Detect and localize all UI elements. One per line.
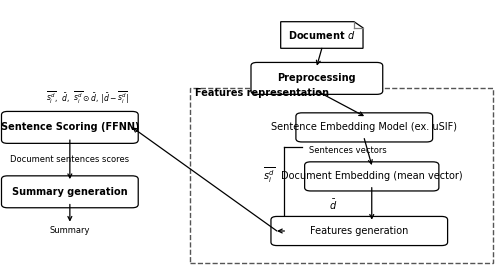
Text: Summary: Summary <box>49 226 90 235</box>
Text: $\overline{s_i^d}$,  $\bar{d}$,  $\overline{s_i^d} \odot \bar{d}$, $|\bar{d} - \: $\overline{s_i^d}$, $\bar{d}$, $\overlin… <box>46 88 129 105</box>
FancyBboxPatch shape <box>190 88 493 263</box>
Text: Document Embedding (mean vector): Document Embedding (mean vector) <box>281 171 463 181</box>
FancyBboxPatch shape <box>1 111 138 143</box>
FancyBboxPatch shape <box>271 216 448 246</box>
FancyBboxPatch shape <box>251 62 383 94</box>
FancyBboxPatch shape <box>304 162 439 191</box>
Text: Sentence Embedding Model (ex. uSIF): Sentence Embedding Model (ex. uSIF) <box>271 122 457 132</box>
Text: Summary generation: Summary generation <box>12 187 128 197</box>
FancyBboxPatch shape <box>296 113 433 142</box>
Text: Sentence Scoring (FFNN): Sentence Scoring (FFNN) <box>0 122 139 132</box>
Text: Document sentences scores: Document sentences scores <box>10 155 129 164</box>
Text: Features representation: Features representation <box>195 88 329 98</box>
Text: $\bar{d}$: $\bar{d}$ <box>329 198 338 212</box>
Text: Features generation: Features generation <box>310 226 409 236</box>
Polygon shape <box>280 22 363 48</box>
FancyBboxPatch shape <box>1 176 138 208</box>
Text: $\overline{s_i^d}$: $\overline{s_i^d}$ <box>263 165 275 185</box>
Text: Sentences vectors: Sentences vectors <box>309 146 387 155</box>
Text: Preprocessing: Preprocessing <box>277 73 356 83</box>
Text: Document $\mathit{d}$: Document $\mathit{d}$ <box>288 29 356 41</box>
